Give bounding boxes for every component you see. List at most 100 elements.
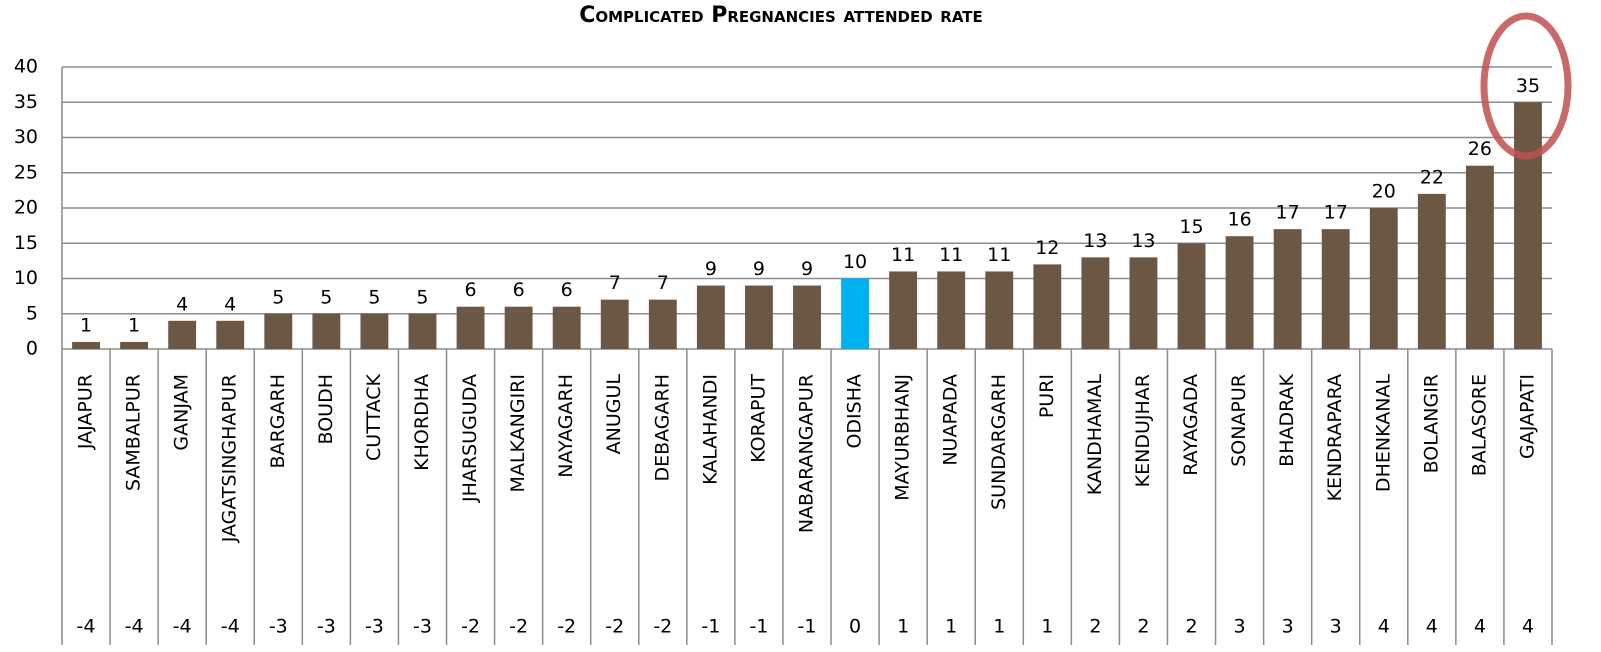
bar — [216, 320, 245, 349]
y-tick-label: 10 — [14, 267, 38, 289]
secondary-category-label: -4 — [77, 616, 96, 638]
bar — [1225, 236, 1254, 349]
data-label: 22 — [1420, 166, 1444, 188]
secondary-category-label: 4 — [1426, 616, 1438, 638]
bar — [504, 306, 533, 349]
data-label: 1 — [128, 314, 140, 336]
x-tick-label: JAJAPUR — [75, 374, 97, 450]
bar — [985, 271, 1014, 349]
bar — [408, 313, 437, 349]
secondary-category-label: 1 — [993, 616, 1005, 638]
secondary-category-label: -3 — [365, 616, 384, 638]
x-tick-label: BARGARH — [267, 374, 289, 468]
bar — [1033, 264, 1062, 349]
secondary-category-label: 2 — [1089, 616, 1101, 638]
data-label: 9 — [801, 258, 813, 280]
secondary-category-label: 4 — [1378, 616, 1390, 638]
x-tick-label: SUNDARGARH — [988, 374, 1010, 510]
x-tick-label: KALAHANDI — [699, 374, 721, 485]
secondary-category-label: 3 — [1330, 616, 1342, 638]
x-tick-label: NABARANGAPUR — [796, 374, 818, 533]
secondary-category-label: 1 — [897, 616, 909, 638]
bar — [1417, 193, 1446, 349]
bar — [696, 285, 725, 349]
bar — [841, 278, 870, 349]
bar — [1514, 102, 1542, 349]
bar — [648, 299, 677, 349]
secondary-category-label: 3 — [1234, 616, 1246, 638]
data-label: 20 — [1372, 181, 1396, 203]
y-tick-label: 15 — [14, 232, 38, 254]
x-tick-label: SONAPUR — [1228, 374, 1250, 467]
y-tick-label: 0 — [26, 338, 38, 360]
data-label: 5 — [320, 286, 332, 308]
bar — [1129, 257, 1158, 349]
data-label: 15 — [1179, 216, 1203, 238]
secondary-category-label: 4 — [1522, 616, 1534, 638]
bar — [1321, 229, 1350, 349]
data-label: 7 — [609, 272, 621, 294]
data-label: 26 — [1468, 138, 1492, 160]
bar — [168, 320, 197, 349]
y-tick-label: 20 — [14, 197, 38, 219]
x-tick-label: GANJAM — [171, 374, 193, 451]
bar — [360, 313, 389, 349]
secondary-category-label: -3 — [413, 616, 432, 638]
x-tick-label: JHARSUGUDA — [459, 374, 481, 503]
data-label: 11 — [939, 244, 963, 266]
secondary-category-label: 1 — [1041, 616, 1053, 638]
x-tick-label: DHENKANAL — [1372, 374, 1394, 492]
bar — [1081, 257, 1110, 349]
bar — [456, 306, 485, 349]
data-label: 10 — [843, 251, 867, 273]
x-tick-label: RAYAGADA — [1180, 374, 1202, 476]
secondary-category-label: -2 — [653, 616, 672, 638]
secondary-category-label: -1 — [749, 616, 768, 638]
data-label: 4 — [224, 293, 236, 315]
bar — [600, 299, 629, 349]
data-label: 11 — [987, 244, 1011, 266]
secondary-category-label: 3 — [1282, 616, 1294, 638]
bar — [744, 285, 773, 349]
secondary-category-label: -2 — [461, 616, 480, 638]
bar — [72, 341, 100, 349]
secondary-category-label: -4 — [125, 616, 144, 638]
x-tick-label: ANUGUL — [603, 374, 625, 455]
x-tick-label: JAGATSINGHAPUR — [219, 374, 241, 543]
secondary-category-label: -4 — [173, 616, 192, 638]
secondary-category-label: -1 — [798, 616, 817, 638]
bar — [120, 341, 149, 349]
secondary-category-label: 2 — [1185, 616, 1197, 638]
x-tick-label: KENDUJHAR — [1132, 374, 1154, 487]
bar — [1369, 208, 1398, 349]
x-tick-label: KHORDHA — [411, 374, 433, 471]
secondary-category-label: 1 — [945, 616, 957, 638]
secondary-category-label: -2 — [509, 616, 528, 638]
x-tick-label: MALKANGIRI — [507, 374, 529, 492]
x-tick-label: BOUDH — [315, 374, 337, 444]
highlight-circle — [1480, 12, 1572, 160]
data-label: 13 — [1131, 230, 1155, 252]
secondary-category-label: 2 — [1137, 616, 1149, 638]
x-tick-label: CUTTACK — [363, 373, 385, 461]
y-tick-label: 25 — [14, 161, 38, 183]
x-tick-label: BHADRAK — [1276, 373, 1298, 466]
x-tick-label: NUAPADA — [940, 374, 962, 466]
secondary-category-label: -4 — [221, 616, 240, 638]
data-label: 9 — [753, 258, 765, 280]
data-label: 17 — [1276, 202, 1300, 224]
data-label: 13 — [1083, 230, 1107, 252]
x-tick-label: NAYAGARH — [555, 374, 577, 478]
y-tick-label: 30 — [14, 126, 38, 148]
bar — [264, 313, 293, 349]
secondary-category-label: -2 — [557, 616, 576, 638]
x-tick-label: MAYURBHANJ — [892, 374, 914, 501]
data-label: 6 — [513, 279, 525, 301]
data-label: 9 — [705, 258, 717, 280]
data-label: 16 — [1227, 209, 1251, 231]
data-label: 7 — [657, 272, 669, 294]
bar — [312, 313, 341, 349]
data-label: 5 — [272, 286, 284, 308]
x-tick-label: BOLANGIR — [1420, 374, 1442, 473]
